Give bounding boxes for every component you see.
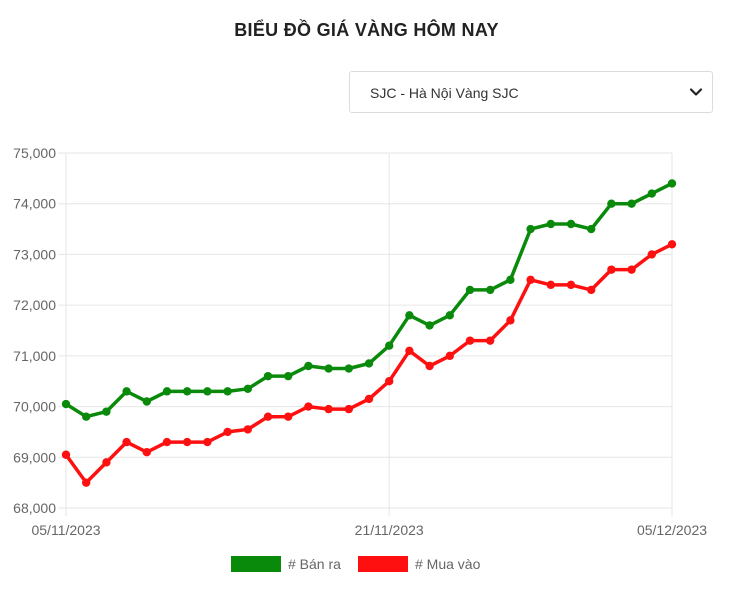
data-point-buy xyxy=(546,280,555,290)
gold-price-line-chart: 75,000 74,000 73,000 72,000 71,000 70,000 69,0… xyxy=(13,145,707,538)
x-tick-label: 21/11/2023 xyxy=(355,522,424,538)
x-tick-label: 05/12/2023 xyxy=(637,522,707,538)
data-point-sell xyxy=(102,407,111,416)
data-point-sell xyxy=(324,364,333,373)
data-point-buy xyxy=(385,377,394,386)
data-point-buy xyxy=(445,351,454,361)
data-point-buy xyxy=(647,250,656,259)
y-tick-label: 74,000 xyxy=(13,196,56,212)
data-point-sell xyxy=(526,224,535,234)
store-select[interactable]: SJC - Hà Nội Vàng SJC xyxy=(349,71,713,113)
data-point-sell xyxy=(486,285,495,295)
data-point-buy xyxy=(627,265,636,274)
chart-legend: # Bán ra # Mua vào xyxy=(0,553,733,575)
data-point-buy xyxy=(203,437,212,447)
data-point-buy xyxy=(587,285,596,295)
data-point-sell xyxy=(667,179,677,188)
data-point-buy xyxy=(183,437,192,447)
chevron-down-icon[interactable] xyxy=(688,84,704,100)
data-point-buy xyxy=(526,275,535,284)
data-point-sell xyxy=(122,387,131,396)
legend-item-buy[interactable]: # Mua vào xyxy=(357,553,480,575)
data-point-sell xyxy=(223,387,232,396)
data-point-sell xyxy=(82,412,91,421)
data-point-buy xyxy=(405,346,414,355)
data-point-sell xyxy=(405,311,414,320)
data-point-sell xyxy=(647,189,656,198)
y-tick-label: 72,000 xyxy=(13,297,56,313)
data-point-sell xyxy=(587,224,596,234)
data-point-sell xyxy=(445,311,454,320)
data-point-sell xyxy=(284,371,293,381)
data-point-sell xyxy=(344,364,353,373)
data-point-buy xyxy=(344,404,353,414)
data-point-buy xyxy=(364,394,374,404)
data-point-sell xyxy=(364,359,374,368)
data-point-buy xyxy=(566,280,576,290)
data-point-buy xyxy=(243,425,252,434)
data-point-buy xyxy=(667,240,677,249)
data-point-sell xyxy=(627,199,636,208)
data-point-sell xyxy=(243,384,252,394)
data-point-buy xyxy=(162,437,172,447)
data-point-buy xyxy=(284,412,293,421)
data-point-buy xyxy=(61,450,71,459)
data-point-sell xyxy=(142,397,151,406)
y-tick-label: 68,000 xyxy=(13,500,56,516)
y-tick-label: 75,000 xyxy=(13,145,56,161)
data-point-sell xyxy=(465,285,475,295)
data-point-buy xyxy=(102,458,111,467)
y-tick-label: 73,000 xyxy=(13,246,56,262)
legend-label-sell: # Bán ra xyxy=(288,556,341,572)
data-point-sell xyxy=(183,387,192,396)
data-point-buy xyxy=(304,402,313,411)
legend-swatch-sell xyxy=(230,555,282,573)
data-point-buy xyxy=(324,404,333,414)
data-point-buy xyxy=(486,336,495,345)
y-tick-label: 70,000 xyxy=(13,399,56,415)
data-point-buy xyxy=(122,437,131,447)
chart-title: BIỂU ĐỒ GIÁ VÀNG HÔM NAY xyxy=(234,20,499,40)
data-point-sell xyxy=(506,275,515,284)
data-point-sell xyxy=(566,219,576,229)
data-point-sell xyxy=(304,361,313,371)
store-select-value: SJC - Hà Nội Vàng SJC xyxy=(370,85,519,101)
data-point-buy xyxy=(425,361,434,371)
data-point-sell xyxy=(61,399,71,409)
x-tick-label: 05/11/2023 xyxy=(31,522,100,538)
data-point-buy xyxy=(607,265,616,274)
legend-item-sell[interactable]: # Bán ra xyxy=(230,553,341,575)
data-point-buy xyxy=(82,478,91,487)
legend-label-buy: # Mua vào xyxy=(415,556,481,572)
y-tick-label: 71,000 xyxy=(13,348,56,364)
data-point-sell xyxy=(385,341,394,350)
data-point-sell xyxy=(607,199,616,208)
legend-swatch-buy xyxy=(357,555,409,573)
data-point-sell xyxy=(203,387,212,396)
data-point-buy xyxy=(465,336,475,345)
data-point-buy xyxy=(263,412,273,421)
data-point-buy xyxy=(223,427,232,437)
series-line-sell xyxy=(64,181,674,419)
data-point-sell xyxy=(425,321,434,330)
data-point-buy xyxy=(142,448,151,457)
data-point-sell xyxy=(162,387,172,396)
data-point-sell xyxy=(263,371,273,381)
data-point-buy xyxy=(506,316,515,325)
data-point-sell xyxy=(546,219,555,229)
y-tick-label: 69,000 xyxy=(13,449,56,465)
